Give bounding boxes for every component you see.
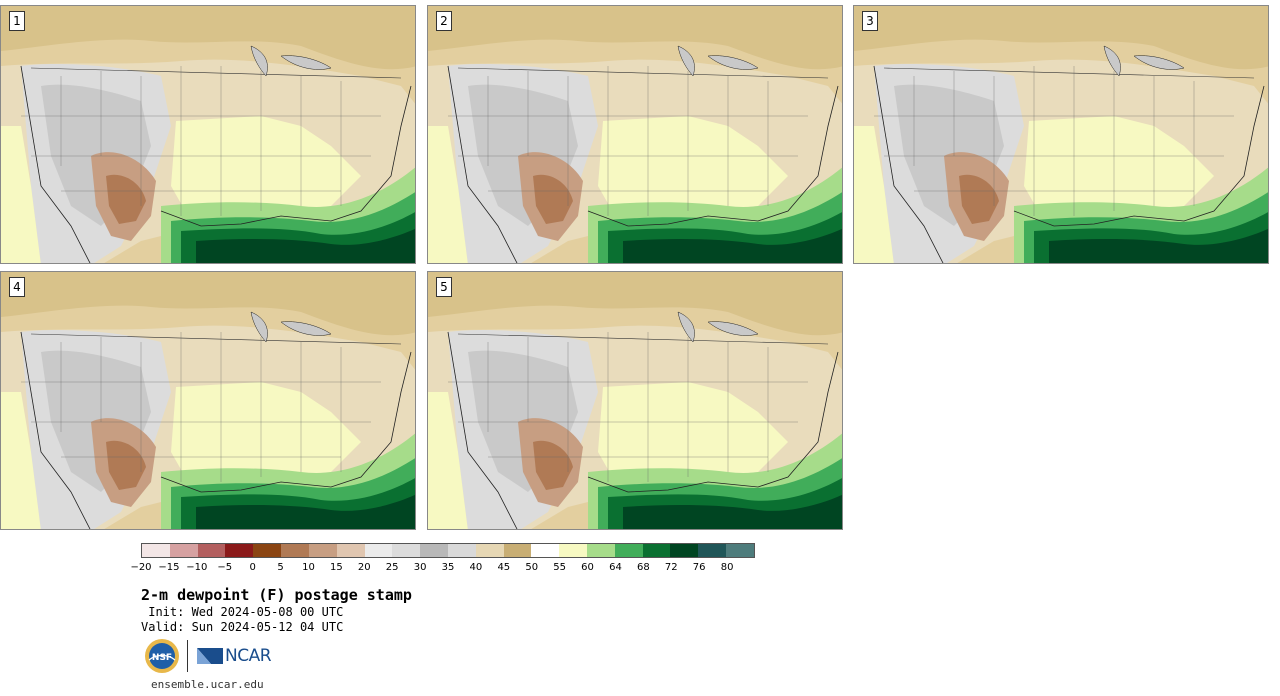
- colorbar-swatch: [169, 544, 198, 557]
- panel-number-label: 2: [436, 11, 452, 31]
- colorbar-tick-label: −5: [217, 562, 233, 573]
- colorbar-swatch: [253, 544, 282, 557]
- colorbar-swatch: [447, 544, 476, 557]
- member-panel-2: 2: [427, 5, 843, 264]
- colorbar-tick-label: 0: [249, 562, 256, 573]
- init-time: Init: Wed 2024-05-08 00 UTC: [141, 605, 344, 619]
- colorbar-tick-label: 20: [357, 562, 371, 573]
- colorbar-tick-label: 25: [385, 562, 399, 573]
- member-panel-1: 1: [0, 5, 416, 264]
- colorbar-swatch: [281, 544, 309, 557]
- panel-number-label: 1: [9, 11, 25, 31]
- panel-number-label: 4: [9, 277, 25, 297]
- colorbar-tick-label: −10: [186, 562, 208, 573]
- dewpoint-map: [854, 6, 1268, 263]
- colorbar-tick-label: −15: [158, 562, 180, 573]
- dewpoint-map: [1, 6, 415, 263]
- ncar-logo: NCAR: [197, 644, 272, 668]
- figure-title: 2-m dewpoint (F) postage stamp: [141, 586, 412, 604]
- colorbar-tick-label: −20: [130, 562, 152, 573]
- colorbar-swatch: [614, 544, 643, 557]
- colorbar-tick-label: 64: [609, 562, 622, 573]
- colorbar-swatch: [225, 544, 254, 557]
- colorbar-tick-label: 55: [553, 562, 566, 573]
- member-panel-5: 5: [427, 271, 843, 530]
- dewpoint-map: [1, 272, 415, 529]
- logo-divider: [187, 640, 188, 672]
- colorbar-swatch: [642, 544, 671, 557]
- colorbar-tick-label: 15: [329, 562, 343, 573]
- colorbar-tick-label: 30: [413, 562, 427, 573]
- dewpoint-map: [428, 6, 842, 263]
- colorbar-swatch: [670, 544, 699, 557]
- member-panel-3: 3: [853, 5, 1269, 264]
- colorbar-tick-label: 40: [469, 562, 483, 573]
- colorbar-tick-labels: −20 −15 −10 −5 0 5 10 15 20 25 30 35 40 45 50 55 60 64 68 7…: [130, 562, 755, 576]
- ncar-logo-text: NCAR: [225, 646, 272, 666]
- colorbar-tick-label: 76: [692, 562, 706, 573]
- ncar-logo-mark: [197, 648, 223, 664]
- colorbar-tick-label: 72: [664, 562, 678, 573]
- colorbar-swatch: [420, 544, 448, 557]
- colorbar-swatch: [336, 544, 365, 557]
- site-url: ensemble.ucar.edu: [151, 678, 264, 691]
- dewpoint-colorbar: [141, 543, 755, 558]
- colorbar-tick-label: 68: [636, 562, 650, 573]
- colorbar-tick-label: 10: [302, 562, 315, 573]
- colorbar-swatch: [587, 544, 615, 557]
- colorbar-swatch: [559, 544, 587, 557]
- colorbar-swatch: [475, 544, 504, 557]
- colorbar-swatch: [503, 544, 532, 557]
- colorbar-swatch: [698, 544, 727, 557]
- panel-number-label: 3: [862, 11, 878, 31]
- colorbar-tick-label: 50: [525, 562, 539, 573]
- colorbar-tick-label: 5: [277, 562, 284, 573]
- colorbar-swatch: [308, 544, 337, 557]
- colorbar-tick-label: 45: [497, 562, 511, 573]
- member-panel-4: 4: [0, 271, 416, 530]
- colorbar-tick-label: 35: [441, 562, 455, 573]
- nsf-logo-text: NSF: [152, 653, 172, 663]
- panel-number-label: 5: [436, 277, 452, 297]
- colorbar-tick-label: 60: [581, 562, 594, 573]
- dewpoint-map: [428, 272, 842, 529]
- colorbar-swatch: [364, 544, 393, 557]
- nsf-logo: NSF: [144, 638, 180, 674]
- colorbar-swatch: [142, 544, 170, 557]
- valid-time: Valid: Sun 2024-05-12 04 UTC: [141, 620, 344, 634]
- colorbar-swatch: [726, 544, 754, 557]
- colorbar-swatch: [197, 544, 226, 557]
- colorbar-swatch: [531, 544, 560, 557]
- colorbar-tick-label: 80: [720, 562, 734, 573]
- colorbar-swatch: [392, 544, 421, 557]
